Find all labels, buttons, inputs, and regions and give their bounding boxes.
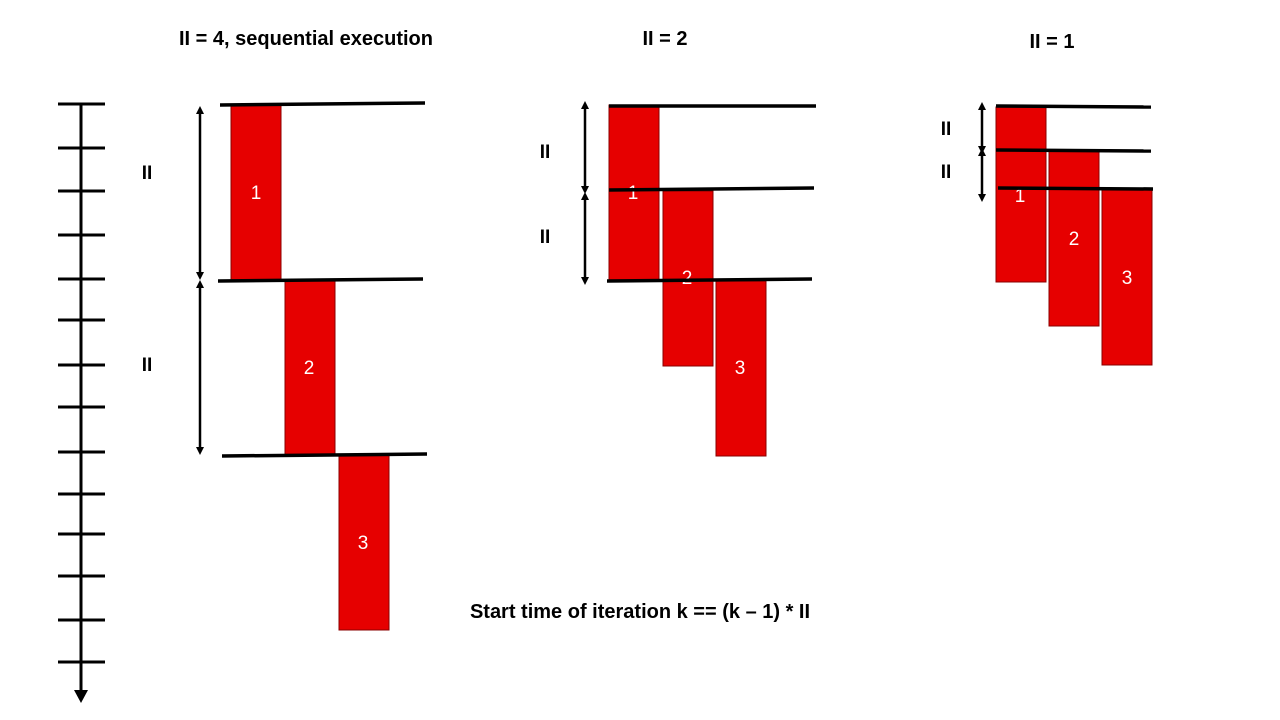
start-line <box>997 186 1154 191</box>
iteration-label: 2 <box>304 358 315 379</box>
panel-ii-2: II = 2 1 2 3 II II <box>540 28 816 457</box>
iteration-label: 1 <box>1015 186 1026 207</box>
start-line <box>995 104 1152 109</box>
iteration-label: 2 <box>1069 229 1080 250</box>
start-line <box>608 186 815 192</box>
start-line <box>606 277 813 283</box>
start-line <box>995 148 1152 153</box>
time-axis-arrow-icon <box>74 690 88 703</box>
iteration-label: 3 <box>1122 268 1133 289</box>
interval-label: II <box>540 142 551 163</box>
iteration-block <box>284 279 336 456</box>
start-line <box>217 277 424 283</box>
panel-ii-1: II = 1 1 2 3 II II <box>941 31 1154 366</box>
iteration-label: 3 <box>735 358 746 379</box>
time-axis-ticks <box>58 102 105 664</box>
iteration-block <box>995 106 1047 283</box>
iteration-block <box>1048 150 1100 327</box>
interval-label: II <box>540 227 551 248</box>
iteration-label: 1 <box>628 183 639 204</box>
iteration-block <box>608 104 660 281</box>
iteration-block <box>338 454 390 631</box>
start-line <box>219 101 426 107</box>
iteration-block <box>715 280 767 457</box>
iteration-label: 3 <box>358 533 369 554</box>
iteration-block <box>1101 189 1153 366</box>
panel-ii-4: II = 4, sequential execution 1 2 3 II II <box>142 28 433 631</box>
panel-title: II = 1 <box>1029 31 1074 53</box>
interval-label: II <box>941 119 952 140</box>
interval-label: II <box>142 355 153 376</box>
interval-label: II <box>142 163 153 184</box>
iteration-label: 1 <box>251 183 262 204</box>
start-time-formula: Start time of iteration k == (k – 1) * I… <box>470 601 810 623</box>
interval-label: II <box>941 162 952 183</box>
panel-title: II = 2 <box>642 28 687 50</box>
start-line <box>221 452 428 458</box>
panel-title: II = 4, sequential execution <box>179 28 433 50</box>
time-axis <box>58 102 105 703</box>
iteration-block <box>230 104 282 281</box>
